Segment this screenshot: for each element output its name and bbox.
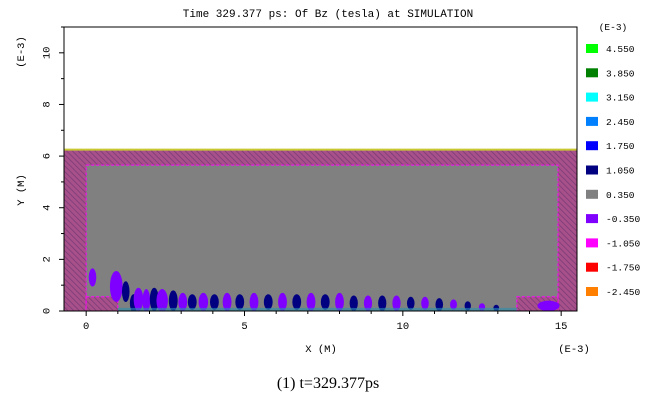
field-lobe: [222, 292, 232, 311]
x-exponent-label: (E-3): [558, 344, 590, 356]
field-lobe: [133, 287, 144, 311]
axes: 0 5 10 15 0 2 4 6 8 10: [42, 26, 578, 333]
field-lobe: [537, 300, 560, 311]
field-lobe: [168, 290, 178, 311]
field-lobe: [406, 296, 415, 310]
legend-label: 3.850: [606, 68, 635, 79]
legend-swatch: [586, 141, 598, 151]
legend-swatch: [586, 116, 598, 126]
y-axis-label: Y (M): [16, 174, 28, 206]
field-lobe: [263, 294, 273, 310]
field-lobe: [435, 298, 444, 311]
field-lobe: [142, 289, 151, 311]
legend-swatch: [586, 68, 598, 78]
y-tick-label: 10: [42, 47, 54, 60]
legend-label: 2.450: [606, 117, 635, 128]
x-axis-label: X (M): [305, 344, 337, 356]
field-lobe: [320, 294, 330, 310]
legend-label: 1.050: [606, 166, 635, 177]
legend-swatch: [586, 262, 598, 272]
x-tick-label: 5: [241, 321, 247, 333]
legend-label: 1.750: [606, 141, 635, 152]
field-lobe: [421, 296, 429, 310]
legend-label: 4.550: [606, 44, 635, 55]
field-lobe: [88, 268, 97, 287]
field-lobe: [306, 292, 316, 311]
legend-swatch: [586, 92, 598, 102]
field-lobe: [178, 292, 188, 311]
field-lobe: [187, 294, 197, 310]
x-tick-label: 10: [397, 321, 410, 333]
y-tick-label: 6: [42, 153, 54, 159]
field-lobe: [349, 295, 358, 311]
y-tick-label: 8: [42, 101, 54, 107]
legend-label: -0.350: [606, 214, 641, 225]
legend-swatch: [586, 238, 598, 248]
legend-title: (E-3): [599, 22, 628, 33]
legend-label: 3.150: [606, 93, 635, 104]
field-lobe: [109, 270, 123, 302]
y-tick-label: 2: [42, 256, 54, 262]
field-lobe: [156, 289, 168, 311]
legend: 4.550 3.850 3.150 2.450 1.750 1.050 0.350 -0.35…: [586, 44, 641, 298]
y-exponent-label: (E-3): [16, 36, 28, 68]
field-lobe: [249, 292, 259, 311]
legend-swatch: [586, 214, 598, 224]
bottom-field-band: [117, 307, 517, 311]
field-lobe: [121, 281, 130, 302]
figure-caption: (1) t=329.377ps: [276, 375, 380, 392]
field-lobes: [88, 268, 560, 311]
legend-swatch: [586, 189, 598, 199]
y-tick-label: 4: [42, 205, 54, 211]
y-tick-label: 0: [42, 308, 54, 314]
legend-label: -1.750: [606, 263, 641, 274]
field-lobe: [363, 295, 373, 311]
field-lobe: [335, 292, 344, 311]
legend-label: -2.450: [606, 287, 641, 298]
chart-title: Time 329.377 ps: Of Bz (tesla) at SIMULA…: [183, 9, 473, 21]
legend-swatch: [586, 44, 598, 53]
field-lobe: [278, 292, 287, 311]
x-tick-label: 0: [83, 321, 89, 333]
field-lobe: [378, 295, 387, 311]
x-tick-label: 15: [555, 321, 568, 333]
field-lobe: [392, 295, 401, 311]
field-lobe: [209, 294, 219, 310]
field-lobe: [149, 287, 159, 311]
legend-swatch: [586, 287, 598, 296]
field-lobe: [198, 292, 209, 311]
legend-swatch: [586, 165, 598, 175]
plot-frame: [63, 26, 578, 312]
field-region: [85, 164, 559, 312]
legend-label: 0.350: [606, 190, 635, 201]
field-lobe: [292, 294, 302, 310]
field-lobe: [235, 294, 245, 310]
field-lobe: [450, 299, 457, 310]
plot-area: [64, 148, 577, 312]
legend-label: -1.050: [606, 238, 641, 249]
